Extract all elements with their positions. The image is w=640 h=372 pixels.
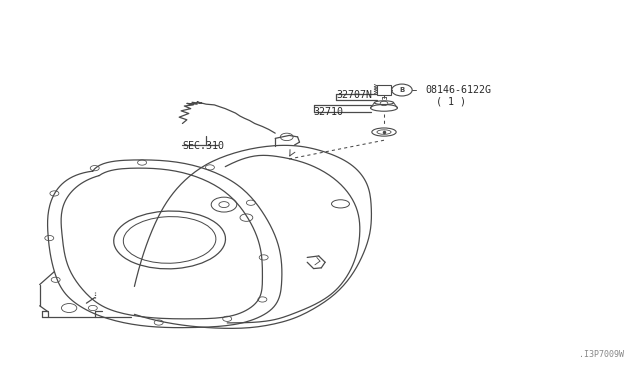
Bar <box>377 85 391 95</box>
Text: 08146-6122G: 08146-6122G <box>426 85 492 95</box>
Text: SEC.310: SEC.310 <box>182 141 225 151</box>
Text: ( 1 ): ( 1 ) <box>436 96 467 106</box>
Text: 32707N: 32707N <box>336 90 372 100</box>
Text: .I3P7009W: .I3P7009W <box>579 350 624 359</box>
Text: 32710: 32710 <box>314 108 344 117</box>
Text: B: B <box>399 87 404 93</box>
